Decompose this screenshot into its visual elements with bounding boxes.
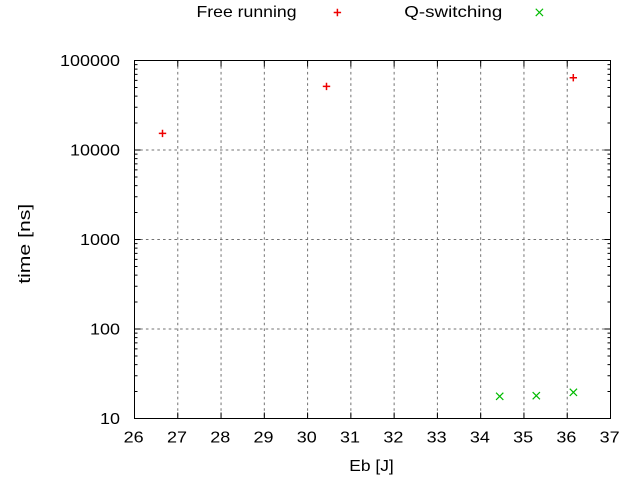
svg-text:33: 33 xyxy=(427,430,447,447)
svg-text:32: 32 xyxy=(383,430,403,447)
svg-text:31: 31 xyxy=(340,430,360,447)
svg-text:Q-switching: Q-switching xyxy=(404,4,502,21)
svg-text:37: 37 xyxy=(600,430,620,447)
svg-text:100000: 100000 xyxy=(60,53,120,70)
svg-text:Eb [J]: Eb [J] xyxy=(349,458,394,475)
svg-text:26: 26 xyxy=(124,430,144,447)
svg-text:34: 34 xyxy=(470,430,490,447)
svg-text:28: 28 xyxy=(210,430,230,447)
svg-text:36: 36 xyxy=(556,430,576,447)
svg-text:27: 27 xyxy=(167,430,187,447)
svg-text:30: 30 xyxy=(297,430,317,447)
svg-text:1000: 1000 xyxy=(80,232,120,249)
svg-text:Free running: Free running xyxy=(197,4,297,21)
svg-text:time [ns]: time [ns] xyxy=(15,204,34,284)
svg-text:10000: 10000 xyxy=(70,143,120,160)
svg-text:29: 29 xyxy=(254,430,274,447)
svg-text:100: 100 xyxy=(90,322,120,339)
svg-text:10: 10 xyxy=(100,411,120,428)
svg-text:35: 35 xyxy=(513,430,533,447)
